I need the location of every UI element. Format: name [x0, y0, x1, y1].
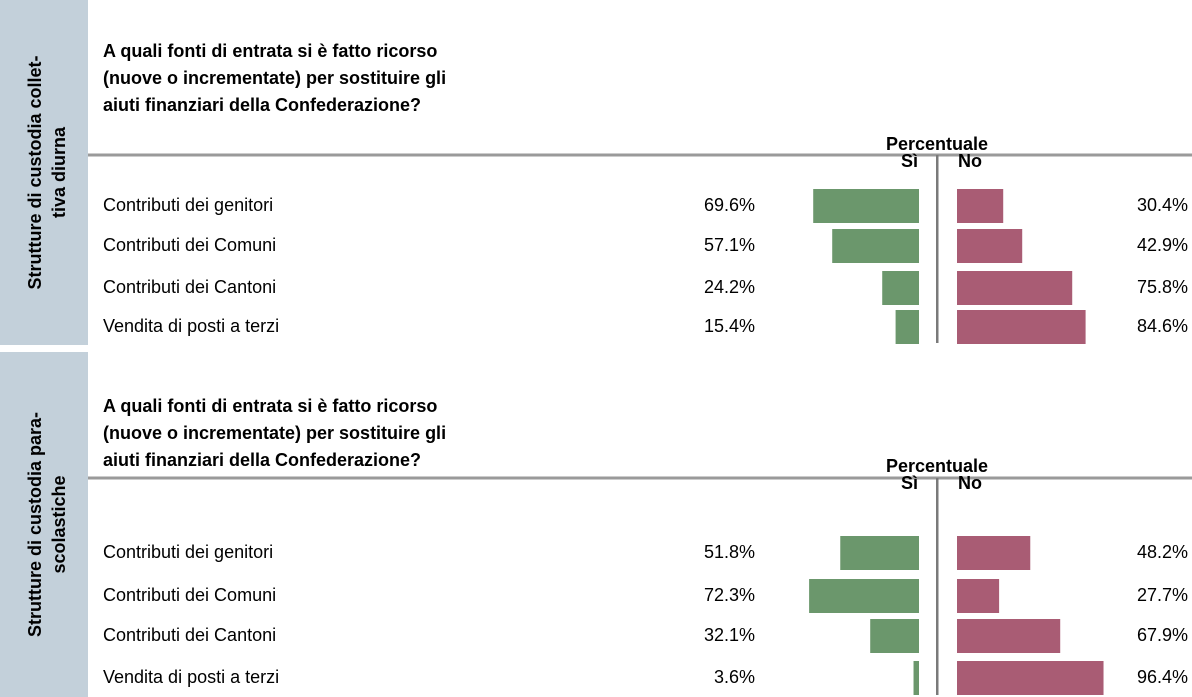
bar-yes: [895, 310, 919, 344]
center-line: [936, 478, 939, 695]
value-label: 24.2%: [704, 277, 755, 297]
bar-no: [957, 579, 1000, 613]
bar-no: [957, 619, 1061, 653]
side-label: tiva diurna: [49, 126, 69, 218]
category-label: Contributi dei genitori: [103, 542, 273, 562]
bar-no: [957, 271, 1073, 305]
separator: [88, 476, 1192, 480]
bar-yes: [913, 661, 919, 695]
value-label: 75.8%: [1137, 277, 1188, 297]
bar-yes: [809, 579, 919, 613]
value-label: 69.6%: [704, 195, 755, 215]
separator: [88, 153, 1192, 157]
panel-title: A quali fonti di entrata si è fatto rico…: [103, 41, 437, 61]
value-label: 96.4%: [1137, 667, 1188, 687]
category-label: Vendita di posti a terzi: [103, 316, 279, 336]
panel-title: A quali fonti di entrata si è fatto rico…: [103, 396, 437, 416]
legend-label: Sì: [901, 473, 918, 493]
value-label: 84.6%: [1137, 316, 1188, 336]
category-label: Contributi dei Cantoni: [103, 277, 276, 297]
legend-label: Sì: [901, 151, 918, 171]
value-label: 67.9%: [1137, 625, 1188, 645]
bar-no: [957, 661, 1104, 695]
value-label: 32.1%: [704, 625, 755, 645]
value-label: 57.1%: [704, 235, 755, 255]
bar-yes: [813, 189, 919, 223]
panel-title: (nuove o incrementate) per sostituire gl…: [103, 68, 446, 88]
side-label: scolastiche: [49, 475, 69, 573]
value-label: 42.9%: [1137, 235, 1188, 255]
bar-no: [957, 310, 1086, 344]
center-line: [936, 155, 939, 343]
value-label: 27.7%: [1137, 585, 1188, 605]
category-label: Contributi dei Comuni: [103, 235, 276, 255]
bar-no: [957, 536, 1031, 570]
category-label: Vendita di posti a terzi: [103, 667, 279, 687]
panel-title: aiuti finanziari della Confederazione?: [103, 450, 421, 470]
bar-no: [957, 189, 1004, 223]
bar-yes: [832, 229, 919, 263]
value-label: 3.6%: [714, 667, 755, 687]
legend-label: No: [958, 151, 982, 171]
value-label: 48.2%: [1137, 542, 1188, 562]
panel-title: aiuti finanziari della Confederazione?: [103, 95, 421, 115]
bar-yes: [840, 536, 919, 570]
category-label: Contributi dei Comuni: [103, 585, 276, 605]
side-panel: [0, 352, 88, 697]
bar-yes: [882, 271, 919, 305]
axis-label: Percentuale: [886, 456, 988, 476]
axis-label: Percentuale: [886, 134, 988, 154]
category-label: Contributi dei genitori: [103, 195, 273, 215]
side-label: Strutture di custodia para-: [25, 412, 45, 637]
panel-title: (nuove o incrementate) per sostituire gl…: [103, 423, 446, 443]
category-label: Contributi dei Cantoni: [103, 625, 276, 645]
legend-label: No: [958, 473, 982, 493]
side-label: Strutture di custodia collet-: [25, 55, 45, 289]
value-label: 30.4%: [1137, 195, 1188, 215]
bar-no: [957, 229, 1023, 263]
value-label: 15.4%: [704, 316, 755, 336]
value-label: 51.8%: [704, 542, 755, 562]
value-label: 72.3%: [704, 585, 755, 605]
bar-yes: [870, 619, 919, 653]
side-panel: [0, 0, 88, 345]
